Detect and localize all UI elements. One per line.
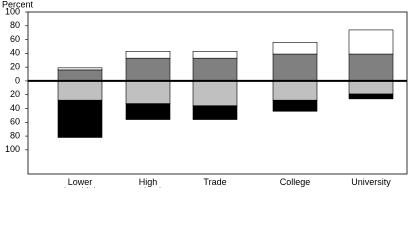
x-tick-label-line: school xyxy=(135,186,161,188)
bar-segment xyxy=(57,69,103,82)
x-tick-label: College xyxy=(280,177,311,187)
plot-frame xyxy=(27,11,408,175)
y-tick-label: 60 xyxy=(10,34,20,44)
x-tick-label-line: University xyxy=(351,177,391,187)
x-tick-label-line: High xyxy=(139,177,158,187)
bar-segment xyxy=(272,80,318,101)
x-tick-label: Lowerthan highschool xyxy=(61,177,98,188)
x-tick-label-line: College xyxy=(280,177,311,187)
bar-segment xyxy=(57,80,103,101)
x-tick-label-line: than high xyxy=(61,186,98,188)
bar-segment xyxy=(348,93,394,100)
x-tick-label-line: Trade xyxy=(203,177,226,187)
bar-segment xyxy=(192,50,238,59)
y-tick-label: 20 xyxy=(10,89,20,99)
bar-segment xyxy=(272,53,318,82)
y-tick-label: 40 xyxy=(10,103,20,113)
bar-segment xyxy=(125,50,171,59)
x-tick-label: University xyxy=(351,177,391,187)
bar-segment xyxy=(348,80,394,95)
y-axis-label: Percent xyxy=(2,0,34,9)
bar-segment xyxy=(125,103,171,120)
bar-segment xyxy=(57,67,103,71)
x-tick-label: Trade xyxy=(203,177,226,187)
y-tick-label: 100 xyxy=(5,144,20,154)
chart: Percent 100 80 60 40 20 0 20 40 60 80 100 Lowerthan… xyxy=(2,0,408,188)
x-tick-label-line: Lower xyxy=(68,177,93,187)
bar-segment xyxy=(272,42,318,55)
bar-segment xyxy=(192,80,238,107)
bar-segment xyxy=(125,57,171,82)
y-tick-label: 100 xyxy=(5,6,20,16)
bar-segment xyxy=(348,53,394,82)
y-tick-label: 0 xyxy=(15,75,20,85)
y-tick-label: 40 xyxy=(10,48,20,58)
y-tick-label: 20 xyxy=(10,62,20,72)
y-tick-label: 80 xyxy=(10,20,20,30)
bar-segment xyxy=(192,57,238,82)
bar-segment xyxy=(125,80,171,104)
bar-segment xyxy=(57,99,103,138)
bar-segment xyxy=(192,105,238,120)
x-tick-label: Highschool xyxy=(135,177,161,188)
bar-segment xyxy=(272,99,318,112)
y-tick-label: 80 xyxy=(10,130,20,140)
y-tick-label: 60 xyxy=(10,117,20,127)
bar-segment xyxy=(348,29,394,55)
